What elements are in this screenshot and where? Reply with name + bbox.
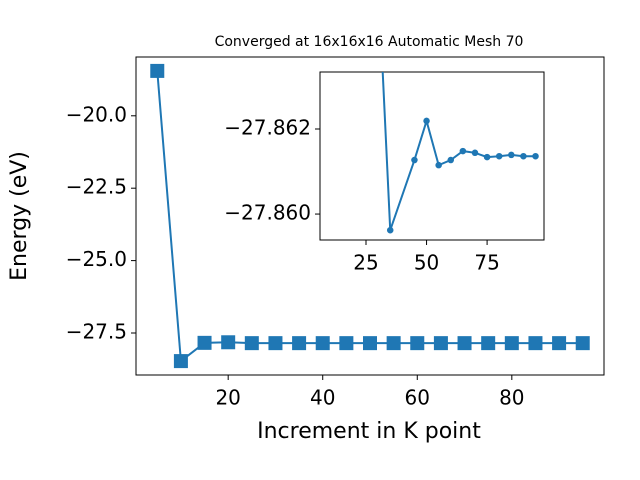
x-tick-label: 40 — [310, 386, 335, 410]
marker — [504, 336, 519, 351]
y-tick-label: −22.5 — [66, 175, 127, 199]
x-tick-label: 20 — [215, 386, 240, 410]
y-tick-label: −27.5 — [66, 320, 127, 344]
marker — [483, 153, 491, 161]
x-axis-label: Increment in K point — [257, 419, 481, 444]
x-tick-label: 50 — [414, 251, 439, 275]
marker — [447, 156, 455, 164]
marker — [528, 336, 543, 351]
marker — [423, 117, 430, 125]
marker — [411, 156, 418, 164]
x-tick-label: 25 — [353, 251, 378, 275]
marker — [173, 354, 188, 369]
y-axis-label: Energy (eV) — [7, 151, 32, 281]
marker — [268, 336, 283, 351]
marker — [532, 152, 539, 160]
marker — [244, 336, 259, 351]
x-tick-label: 60 — [405, 386, 430, 410]
marker — [508, 151, 515, 159]
marker — [552, 336, 567, 351]
y-tick-label: −20.0 — [66, 102, 127, 126]
marker — [435, 161, 442, 169]
series-group — [381, 72, 539, 234]
marker — [315, 336, 330, 351]
marker — [363, 336, 377, 351]
marker — [481, 336, 496, 351]
marker — [339, 336, 354, 351]
marker — [457, 336, 472, 351]
marker — [471, 149, 479, 157]
series-group — [150, 63, 590, 369]
chart-title: Converged at 16x16x16 Automatic Mesh 70 — [215, 34, 524, 50]
marker — [292, 336, 307, 351]
y-tick-label: −27.862 — [224, 115, 311, 139]
marker — [520, 152, 527, 160]
marker — [433, 336, 448, 351]
marker — [386, 226, 394, 234]
marker — [410, 336, 425, 351]
x-tick-label: 80 — [499, 386, 524, 410]
marker — [197, 335, 212, 350]
marker — [575, 336, 590, 351]
marker — [150, 63, 165, 78]
y-tick-label: −27.860 — [224, 201, 311, 225]
x-tick-label: 75 — [474, 251, 499, 275]
marker — [386, 336, 401, 351]
y-tick-label: −25.0 — [66, 247, 127, 271]
marker — [459, 147, 467, 155]
marker — [221, 335, 236, 350]
marker — [495, 152, 503, 160]
